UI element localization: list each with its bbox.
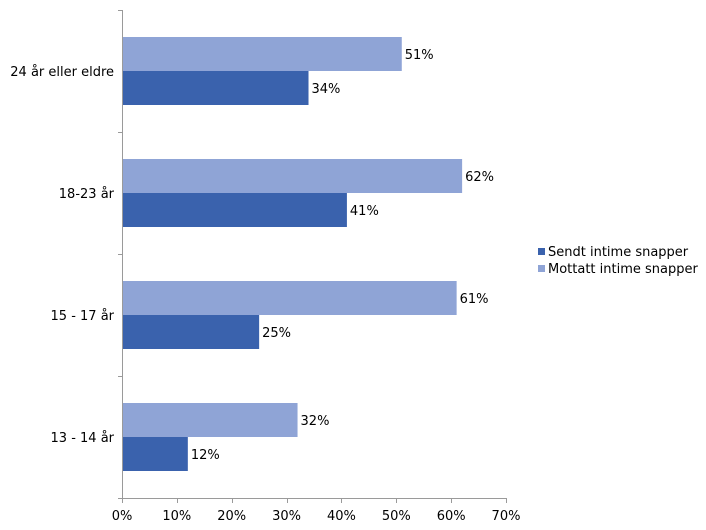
axes: 0% 10% 20% 30% 40% 50% 60% 70% <box>112 10 521 524</box>
x-tick-label: 60% <box>437 509 466 524</box>
bar-sendt <box>123 193 347 227</box>
data-label: 41% <box>350 204 379 219</box>
x-tick-label: 50% <box>382 509 411 524</box>
legend: Sendt intime snapper Mottatt intime snapp… <box>538 245 698 277</box>
x-tick-label: 30% <box>272 509 301 524</box>
legend-label: Mottatt intime snapper <box>548 262 698 277</box>
bar-sendt <box>123 437 188 471</box>
category-label: 24 år eller eldre <box>10 65 114 80</box>
bar-sendt <box>123 71 309 105</box>
bar-mottatt <box>123 37 402 71</box>
bar-sendt <box>123 315 260 349</box>
data-label: 12% <box>191 448 220 463</box>
category-label: 15 - 17 år <box>51 309 115 324</box>
bar-mottatt <box>123 403 298 437</box>
legend-swatch <box>538 248 545 255</box>
bar-mottatt <box>123 281 457 315</box>
x-tick-label: 20% <box>217 509 246 524</box>
data-label: 34% <box>312 82 341 97</box>
x-tick-label: 0% <box>112 509 133 524</box>
data-label: 62% <box>465 170 494 185</box>
x-tick-label: 10% <box>162 509 191 524</box>
bars <box>123 37 463 471</box>
legend-label: Sendt intime snapper <box>548 245 689 260</box>
data-label: 51% <box>405 48 434 63</box>
data-label: 32% <box>301 414 330 429</box>
legend-swatch <box>538 265 545 272</box>
data-label: 25% <box>262 326 291 341</box>
labels: 24 år eller eldre 51% 34% 18-23 år 62% 41% 15 … <box>10 48 494 463</box>
x-tick-label: 40% <box>327 509 356 524</box>
category-label: 13 - 14 år <box>51 431 115 446</box>
data-label: 61% <box>460 292 489 307</box>
bar-mottatt <box>123 159 463 193</box>
x-tick-label: 70% <box>492 509 521 524</box>
category-label: 18-23 år <box>59 187 115 202</box>
